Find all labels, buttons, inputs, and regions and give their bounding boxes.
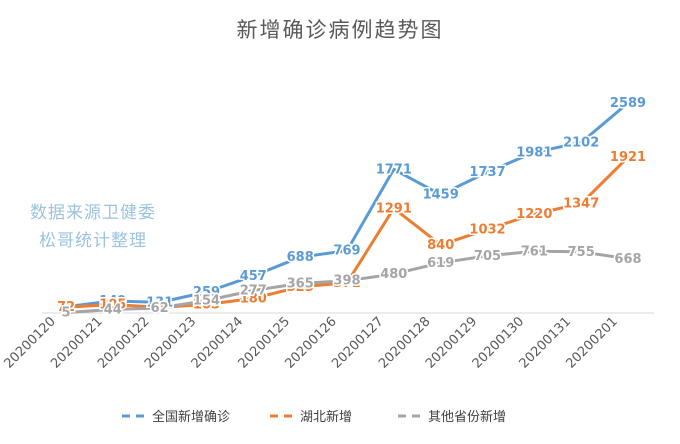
watermark-source: 数据来源卫健委 [30, 203, 156, 223]
data-label-other-provinces-6: 398 [333, 274, 360, 289]
data-label-national-0: 77 [57, 300, 75, 315]
data-label-hubei-5: 323 [287, 280, 314, 295]
data-label-hubei-8: 840 [427, 238, 454, 253]
series-layer [64, 101, 630, 315]
data-label-other-provinces-4: 277 [240, 284, 267, 299]
data-label-other-provinces-2: 62 [151, 301, 169, 316]
data-label-other-provinces-0: 5 [61, 306, 70, 321]
series-line-national [64, 101, 630, 309]
data-label-national-10: 1981 [516, 145, 552, 160]
data-label-national-6: 769 [333, 244, 360, 259]
data-label-national-2: 131 [146, 295, 173, 310]
data-label-hubei-4: 180 [240, 291, 267, 306]
data-label-hubei-6: 371 [333, 276, 360, 291]
data-label-national-12: 2589 [610, 96, 646, 111]
x-tick-layer: 2020012020200121202001222020012320200124… [1, 314, 620, 371]
data-label-hubei-9: 1032 [469, 222, 505, 237]
data-label-hubei-3: 105 [193, 298, 220, 313]
data-label-hubei-1: 105 [99, 298, 126, 313]
legend-label-national: 全国新增确诊 [152, 409, 230, 425]
data-label-other-provinces-8: 619 [427, 256, 454, 271]
series-line-other-provinces [64, 249, 630, 315]
legend: 全国新增确诊 湖北新增 其他省份新增 [122, 409, 506, 425]
data-label-hubei-11: 1347 [563, 197, 599, 212]
data-label-other-provinces-5: 365 [287, 276, 314, 291]
watermark-author: 松哥统计整理 [39, 231, 147, 251]
data-label-other-provinces-1: 44 [104, 302, 122, 317]
data-label-other-provinces-9: 705 [474, 249, 501, 264]
data-label-national-9: 1737 [469, 165, 505, 180]
legend-label-other-provinces: 其他省份新增 [428, 409, 506, 425]
chart-title: 新增确诊病例趋势图 [236, 18, 444, 42]
data-label-national-4: 457 [240, 269, 267, 284]
data-label-hubei-10: 1220 [516, 207, 552, 222]
data-label-national-1: 149 [99, 294, 126, 309]
x-tick-label: 20200201 [563, 314, 620, 371]
data-label-other-provinces-3: 154 [193, 294, 220, 309]
data-label-national-3: 259 [193, 285, 220, 300]
data-label-other-provinces-11: 755 [568, 245, 595, 260]
data-label-hubei-12: 1921 [610, 150, 646, 165]
legend-label-hubei: 湖北新增 [300, 409, 352, 425]
data-label-hubei-0: 72 [57, 300, 75, 315]
data-label-national-5: 688 [287, 250, 314, 265]
data-label-national-7: 1771 [376, 162, 412, 177]
data-label-national-11: 2102 [563, 136, 599, 151]
data-label-national-8: 1459 [423, 188, 459, 203]
data-label-other-provinces-10: 761 [521, 244, 548, 259]
data-label-other-provinces-12: 668 [614, 252, 641, 267]
data-label-hubei-7: 1291 [376, 201, 412, 216]
data-label-other-provinces-7: 480 [380, 267, 407, 282]
data-label-layer: 77 149 131 259 457 688 769 1771 1459 1737 1981 2102… [55, 95, 647, 323]
data-label-hubei-2: 69 [151, 300, 169, 315]
